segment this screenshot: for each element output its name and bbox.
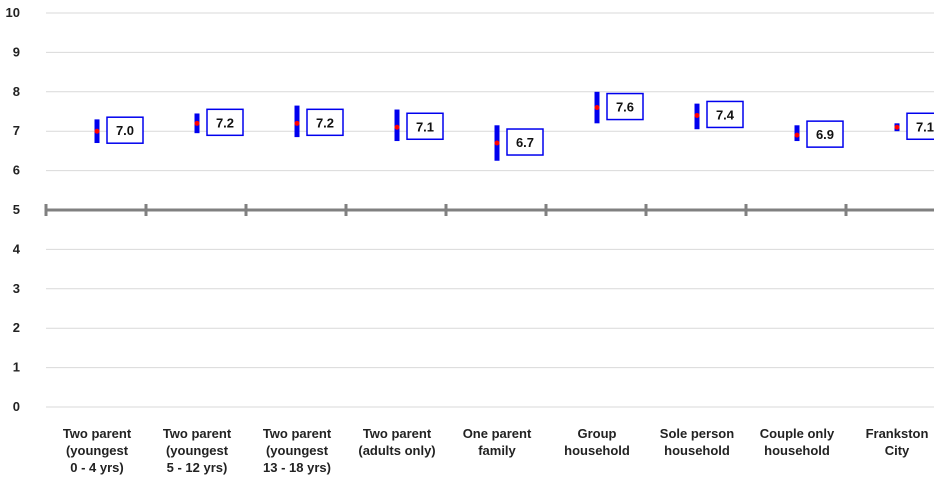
y-tick-label: 1	[13, 360, 20, 375]
value-label-box	[606, 92, 644, 121]
category-label: (adults only)	[358, 443, 435, 458]
data-point	[594, 105, 600, 111]
value-label-box	[206, 108, 244, 137]
data-point	[794, 132, 800, 138]
y-tick-label: 0	[13, 399, 20, 414]
y-tick-label: 9	[13, 44, 20, 59]
value-label-box	[706, 100, 744, 129]
category-label: household	[764, 443, 830, 458]
data-point	[494, 140, 500, 146]
value-label-box	[406, 112, 444, 141]
value-label-box	[906, 112, 934, 141]
category-label: 0 - 4 yrs)	[70, 460, 123, 475]
y-tick-label: 8	[13, 84, 20, 99]
y-tick-label: 10	[6, 5, 20, 20]
category-label: (youngest	[166, 443, 229, 458]
y-tick-label: 2	[13, 320, 20, 335]
value-label-box	[106, 116, 144, 144]
category-label: 13 - 18 yrs)	[263, 460, 331, 475]
category-label: Group	[578, 426, 617, 441]
value-label: 7.1	[416, 119, 434, 134]
y-tick-label: 4	[13, 241, 21, 256]
y-tick-label: 3	[13, 281, 20, 296]
value-label-box	[306, 108, 344, 137]
category-label: Two parent	[363, 426, 432, 441]
value-label: 7.2	[216, 115, 234, 130]
category-label: Couple only	[760, 426, 835, 441]
category-label: family	[478, 443, 516, 458]
y-axis-ticks: 0 1 2 3 4 5 6 7 8 9 10	[6, 5, 21, 414]
value-label-box	[506, 128, 544, 156]
y-tick-label: 5	[13, 202, 20, 217]
value-label: 7.6	[616, 100, 634, 115]
error-bars: 7.0 7.2 7.2 7.1 6.7 7.6 7.4 6.9 7.1	[94, 91, 934, 161]
value-label: 7.0	[116, 123, 134, 138]
value-label: 6.7	[516, 135, 534, 150]
category-label: City	[885, 443, 910, 458]
value-label-box	[806, 120, 844, 148]
category-label: household	[664, 443, 730, 458]
value-label: 7.2	[316, 115, 334, 130]
category-label: Two parent	[63, 426, 132, 441]
value-label: 6.9	[816, 127, 834, 142]
category-label: 5 - 12 yrs)	[167, 460, 228, 475]
data-point	[894, 124, 900, 130]
category-label: (youngest	[266, 443, 329, 458]
data-point	[394, 124, 400, 130]
data-point	[94, 128, 100, 134]
value-label: 7.4	[716, 107, 735, 122]
category-label: Frankston	[866, 426, 929, 441]
category-labels: Two parent (youngest 0 - 4 yrs) Two parent (…	[63, 426, 929, 475]
category-label: Two parent	[263, 426, 332, 441]
category-label: One parent	[463, 426, 532, 441]
category-label: (youngest	[66, 443, 129, 458]
category-label: household	[564, 443, 630, 458]
data-point	[194, 120, 200, 126]
category-label: Sole person	[660, 426, 734, 441]
y-tick-label: 7	[13, 123, 20, 138]
value-label: 7.1	[916, 119, 934, 134]
reference-line-group	[44, 204, 934, 216]
data-point	[694, 112, 700, 118]
y-tick-label: 6	[13, 163, 20, 178]
category-label: Two parent	[163, 426, 232, 441]
grid-lines	[46, 12, 934, 408]
data-point	[294, 120, 300, 126]
